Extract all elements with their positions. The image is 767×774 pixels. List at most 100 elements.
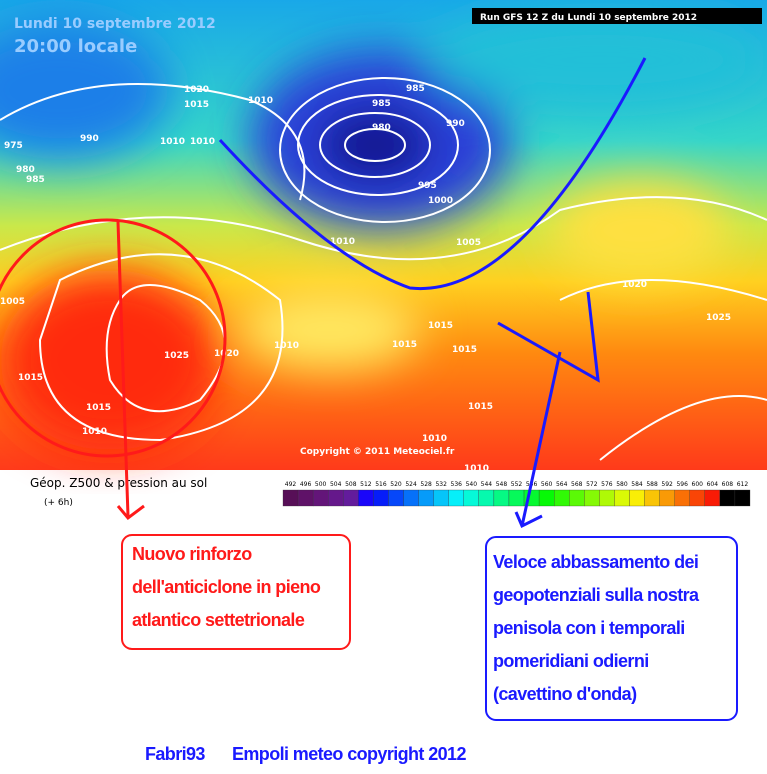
colorbar-tick: 540 [466,481,478,488]
colorbar-swatch [463,489,479,507]
colorbar-swatch [674,489,690,507]
colorbar-tick: 492 [285,481,297,488]
footer-author: Fabri93 [145,744,205,764]
colorbar-tick: 508 [345,481,357,488]
colorbar-tick: 500 [315,481,327,488]
isobar-label: 1010 [330,237,355,247]
isobar-label: 1025 [164,351,189,361]
date: Lundi 10 septembre 2012 [14,16,216,32]
annotation-line: Nuovo rinforzo [132,544,252,564]
annotations-shapes [0,57,738,721]
isobar-label: 1010 [248,96,273,106]
colorbar-swatch [629,489,645,507]
colorbar-tick: 596 [676,481,688,488]
colorbar-tick: 544 [481,481,493,488]
colorbar-tick: 496 [300,481,312,488]
colorbar-swatch [508,489,525,507]
colorbar-tick: 592 [661,481,673,488]
colorbar-swatch [403,489,419,507]
isobar-label: 1005 [0,297,25,307]
colorbar-swatch [297,489,314,507]
isobar-label: 1010 [82,427,107,437]
annotation-right: Veloce abbassamento dei geopotenziali sul… [493,552,701,704]
isobar-label: 1020 [184,85,209,95]
colorbar-tick: 552 [511,481,523,488]
colorbar-tick: 608 [722,481,734,488]
colorbar-tick: 536 [451,481,463,488]
isobar-label: 1010 [464,464,489,474]
colorbar-tick: 504 [330,481,342,488]
colorbar-tick: 560 [541,481,553,488]
colorbar-swatch [433,489,449,507]
isobar-label: 1015 [468,402,493,412]
colorbar-swatch [343,489,359,507]
colorbar-swatch [689,489,705,507]
colorbar-swatch [312,489,329,507]
colorbar-tick: 564 [556,481,568,488]
colorbar-tick: 516 [375,481,387,488]
isobar-label: 990 [446,119,465,129]
colorbar-tick: 612 [737,481,749,488]
isobar-label: 1020 [622,280,647,290]
colorbar-tick: 572 [586,481,598,488]
isobar-label: 1015 [184,100,209,110]
colorbar-swatch [448,489,464,507]
colorbar-swatch [373,489,389,507]
map: Lundi 10 septembre 2012 20:00 locale Run… [0,0,767,474]
annotation-left: Nuovo rinforzo dell'anticiclone in pieno a… [132,544,322,630]
colorbar-swatch [358,489,374,507]
colorbar-swatch [734,489,751,507]
colorbar-swatch [719,489,736,507]
colorbar-swatch [554,489,570,507]
copyright: Copyright © 2011 Meteociel.fr [300,447,455,457]
colorbar-tick: 588 [646,481,658,488]
colorbar-swatch [478,489,495,507]
annotation-line: (cavettino d'onda) [493,684,637,704]
footer-text: Empoli meteo copyright 2012 [232,744,466,764]
annotation-line: pomeridiani odierni [493,651,649,671]
isobar-label: 980 [16,165,35,175]
annotation-line: penisola con i temporali [493,618,685,638]
colorbar-swatch [614,489,630,507]
colorbar-swatch [388,489,404,507]
time: 20:00 locale [14,36,137,57]
isobar-label: 980 [372,123,391,133]
isobar-label: 985 [372,99,391,109]
colorbar-tick: 604 [707,481,719,488]
isobar-label: 1010 [160,137,185,147]
legend-subtitle: (+ 6h) [44,498,73,508]
colorbar-tick: 524 [405,481,417,488]
isobar-label: 1015 [452,345,477,355]
colorbar-swatch [659,489,675,507]
isobar-label: 990 [80,134,99,144]
colorbar-swatch [584,489,600,507]
colorbar-swatch [282,489,299,507]
colorbar-swatch [704,489,721,507]
isobar-label: 1020 [214,349,239,359]
run: Run GFS 12 Z du Lundi 10 septembre 2012 [480,13,697,23]
colorbar-tick: 548 [496,481,508,488]
isobar-label: 985 [406,84,425,94]
isobar-label: 1000 [428,196,453,206]
colorbar-tick: 576 [601,481,613,488]
colorbar-tick: 532 [435,481,447,488]
colorbar-tick: 528 [420,481,432,488]
colorbar-swatch [328,489,344,507]
colorbar-tick: 580 [616,481,628,488]
isobar-label: 995 [418,181,437,191]
isobar-label: 1015 [392,340,417,350]
annotation-line: atlantico settetrionale [132,610,305,630]
isobar-label: 1015 [428,321,453,331]
annotation-line: Veloce abbassamento dei [493,552,698,572]
isobar-label: 1005 [456,238,481,248]
isobar-label: 975 [4,141,23,151]
legend-title: Géop. Z500 & pression au sol [30,476,207,490]
colorbar-swatch [644,489,660,507]
annotation-line: geopotenziali sulla nostra [493,585,700,605]
colorbar-tick: 584 [631,481,643,488]
colorbar-swatch [538,489,555,507]
colorbar-tick: 520 [390,481,402,488]
colorbar-tick: 512 [360,481,372,488]
isobar-label: 1025 [706,313,731,323]
